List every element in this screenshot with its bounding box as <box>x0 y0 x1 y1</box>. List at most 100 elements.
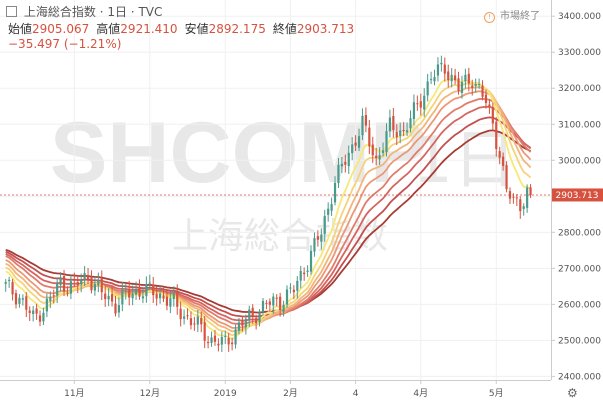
x-tick-label: 2月 <box>283 388 298 399</box>
candle-body <box>303 272 306 275</box>
x-tick-label: 4月 <box>413 388 428 399</box>
candle-body <box>138 287 141 297</box>
candle-body <box>11 282 14 295</box>
candle-body <box>189 318 193 326</box>
watermark-period: 1日 <box>412 124 517 198</box>
x-axis[interactable]: 11月 12月 2019 2月 4 4月 5月 <box>64 380 504 399</box>
candle-body <box>323 216 326 234</box>
candle-body <box>104 293 107 300</box>
interval-label[interactable]: 1日 <box>107 5 127 19</box>
candle-body <box>234 329 237 345</box>
last-price-label: 2903.713 <box>556 191 599 201</box>
candle-body <box>66 292 69 294</box>
candle-body <box>279 296 282 311</box>
y-tick-label: 3100.000 <box>558 120 601 130</box>
candle-body <box>306 270 309 273</box>
candle-body <box>28 310 31 314</box>
ma-line-6 <box>5 82 532 337</box>
candle-body <box>361 115 364 136</box>
candle-body <box>32 310 35 314</box>
close-value: 2903.713 <box>296 22 355 36</box>
candle-body <box>488 104 491 107</box>
candle-body <box>76 282 79 286</box>
candle-body <box>227 337 230 345</box>
candle-body <box>526 187 529 208</box>
symbol-checkbox-icon[interactable] <box>6 6 17 17</box>
candle-body <box>351 144 354 154</box>
candle-body <box>182 316 186 319</box>
header-separator: · <box>99 5 104 19</box>
candle-body <box>131 293 134 299</box>
candle-body <box>176 291 179 307</box>
candle-body <box>316 236 319 240</box>
candle-body <box>69 281 72 294</box>
candle-body <box>124 290 127 292</box>
candle-body <box>100 277 103 293</box>
candle-body <box>38 315 42 322</box>
candle-body <box>121 289 124 305</box>
watermark-ticker: SHCOMP <box>50 105 427 201</box>
candle-body <box>272 296 275 306</box>
candle-body <box>8 279 11 281</box>
open-label: 始値 <box>8 22 33 36</box>
candle-body <box>292 289 295 293</box>
y-tick-label: 3300.000 <box>558 48 601 58</box>
candle-body <box>258 312 261 322</box>
candle-body <box>522 206 525 209</box>
candle-body <box>464 74 467 82</box>
candle-body <box>457 78 460 91</box>
candle-body <box>495 121 498 150</box>
open-value: 2905.067 <box>32 22 90 36</box>
candle-body <box>217 343 220 346</box>
candle-body <box>395 132 398 138</box>
candle-body <box>179 308 182 320</box>
candle-body <box>152 284 155 296</box>
candle-body <box>484 94 488 104</box>
candle-body <box>405 130 409 133</box>
candle-body <box>402 130 405 132</box>
candle-body <box>200 318 203 325</box>
candle-body <box>4 282 7 284</box>
candle-body <box>467 73 470 84</box>
candle-body <box>368 127 371 147</box>
candle-body <box>419 101 422 108</box>
candle-body <box>282 304 285 312</box>
candle-body <box>268 301 271 305</box>
gear-icon[interactable]: ⚙ <box>567 386 578 400</box>
candle-body <box>354 142 357 146</box>
header-separator: · <box>130 5 135 19</box>
candle-body <box>443 64 446 74</box>
candle-body <box>62 276 66 292</box>
candle-body <box>440 62 443 65</box>
candle-body <box>505 165 508 190</box>
candle-body <box>453 75 457 81</box>
ma-line-4 <box>5 78 532 341</box>
candle-body <box>364 115 368 126</box>
candle-body <box>155 293 158 299</box>
candle-body <box>337 164 340 184</box>
candle-body <box>309 250 313 272</box>
change-value: −35.497 (−1.21%) <box>8 37 122 51</box>
candle-body <box>285 289 289 305</box>
candle-body <box>114 303 117 314</box>
candle-body <box>86 275 90 280</box>
candle-body <box>169 298 172 307</box>
low-label: 安値 <box>184 22 209 36</box>
symbol-header[interactable]: 上海総合指数 · 1日 · TVC <box>4 3 162 20</box>
candle-body <box>25 296 28 310</box>
candle-body <box>385 131 388 152</box>
y-tick-label: 3000.000 <box>558 156 601 166</box>
candle-body <box>330 204 333 211</box>
candle-body <box>296 280 299 291</box>
candle-body <box>474 84 477 87</box>
candle-body <box>375 155 378 159</box>
candle-body <box>515 197 518 199</box>
x-tick-label: 2019 <box>214 389 237 399</box>
candle-body <box>371 144 374 156</box>
candles <box>4 55 532 353</box>
candle-body <box>193 323 196 325</box>
candle-body <box>21 298 24 300</box>
candle-body <box>237 322 241 331</box>
market-status[interactable]: ! 市場終了 <box>484 7 540 23</box>
